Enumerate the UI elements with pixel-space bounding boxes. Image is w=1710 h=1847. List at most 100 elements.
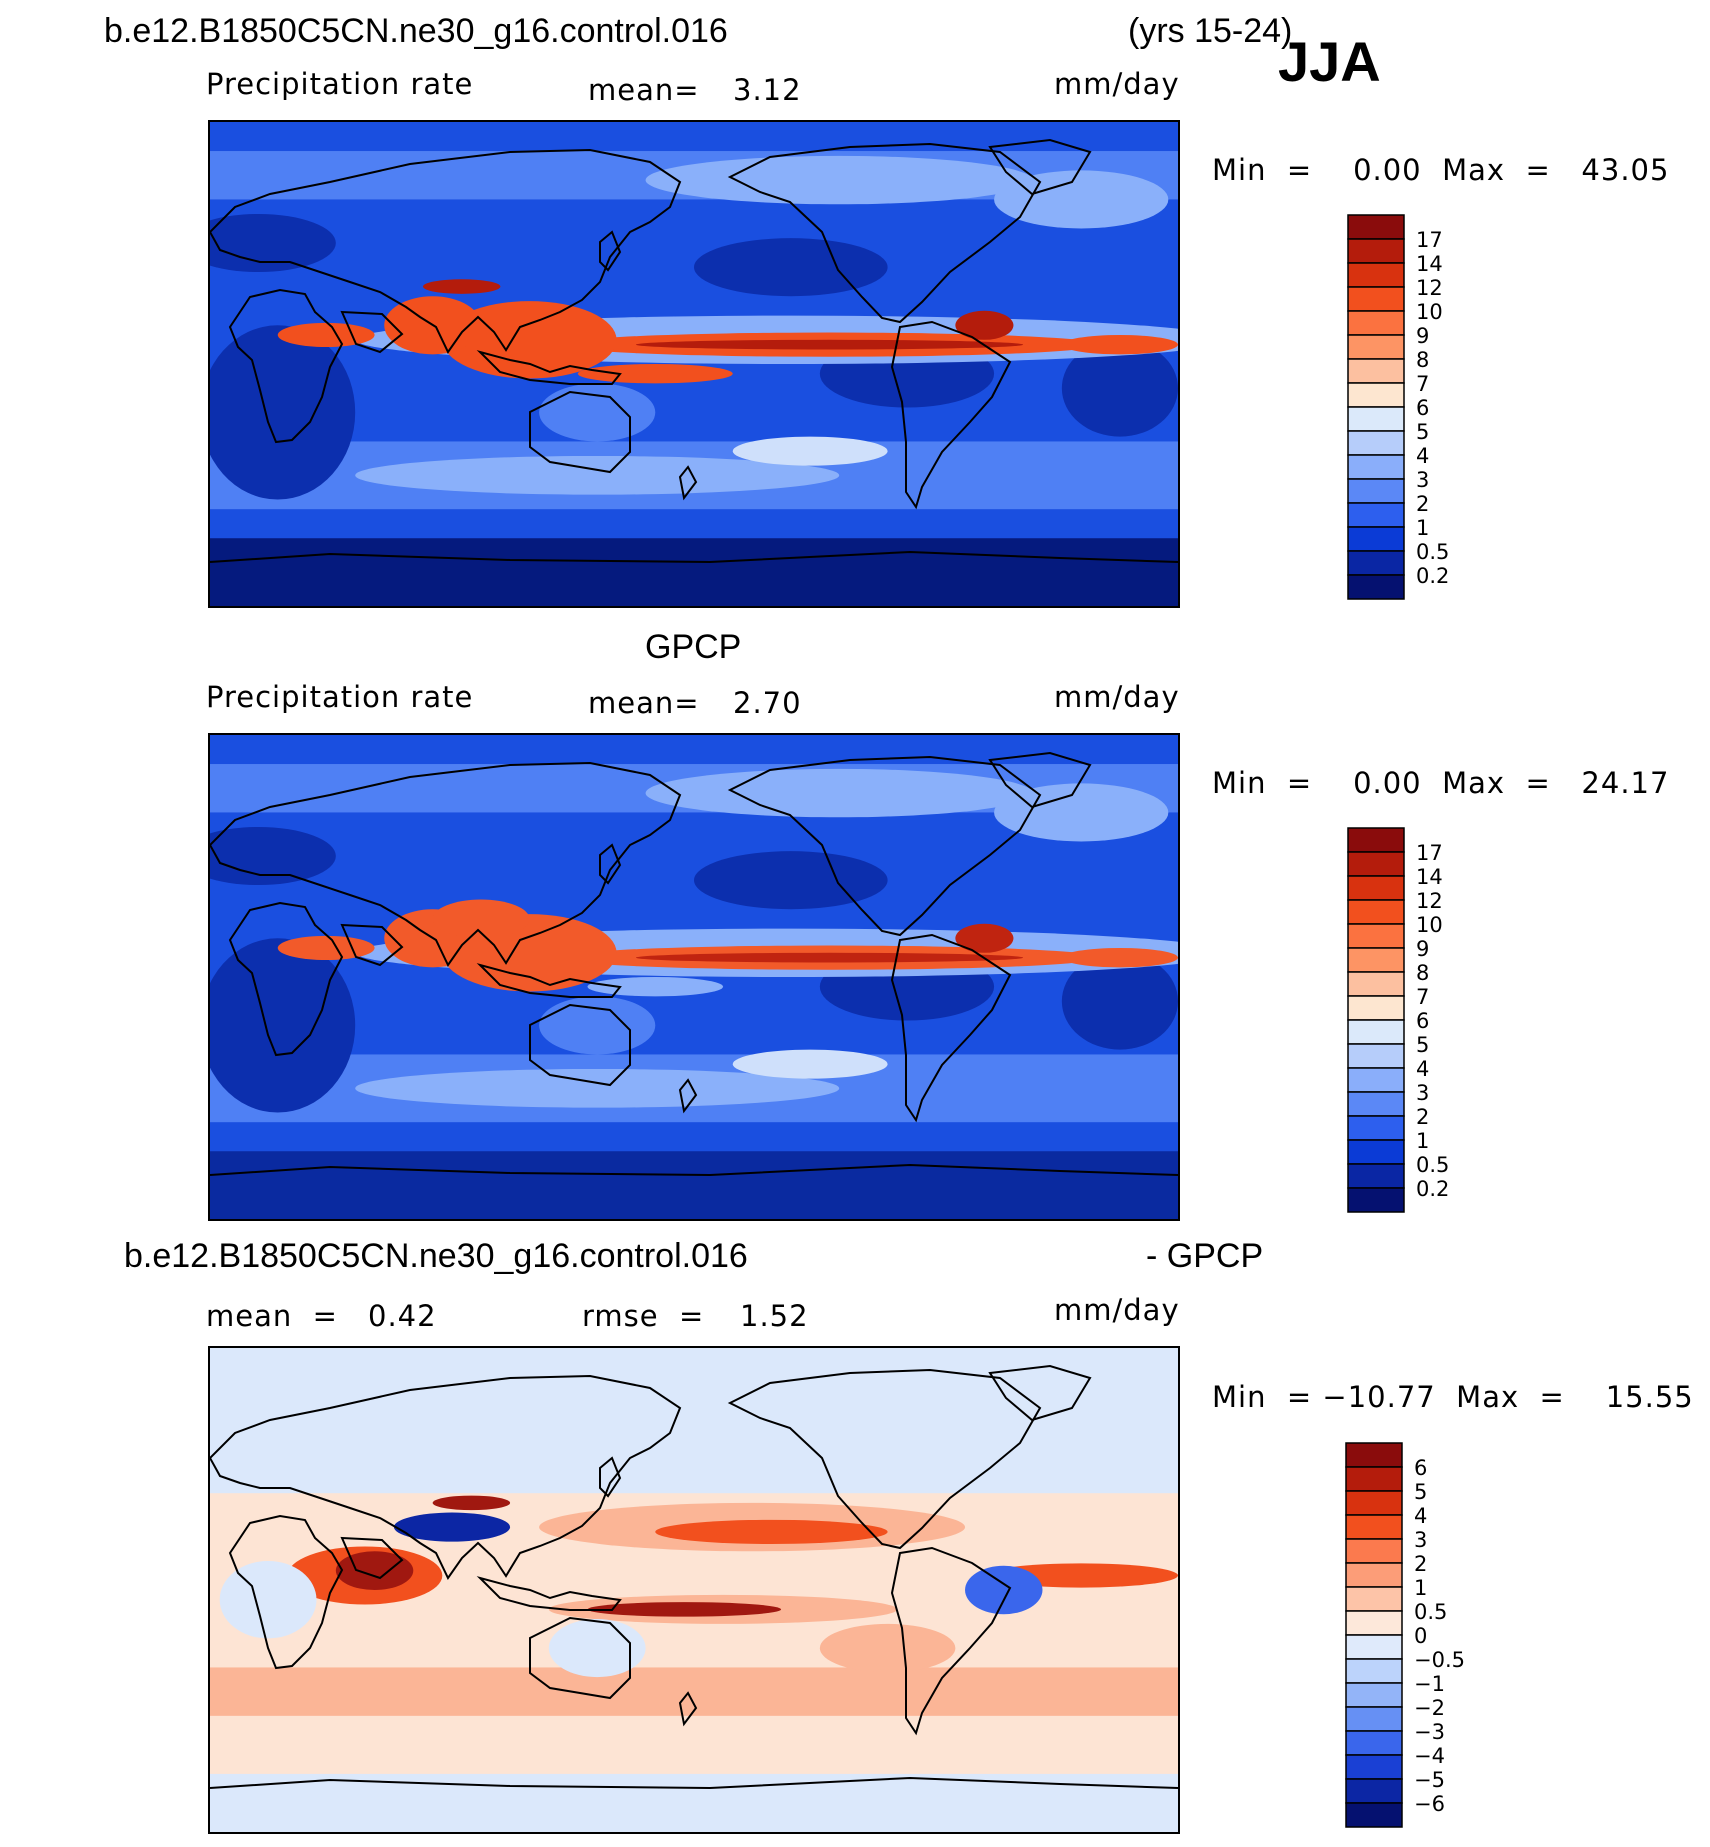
colorbar-swatch [1345,1682,1403,1708]
panel3-title-case: b.e12.B1850C5CN.ne30_g16.control.016 [124,1237,748,1275]
colorbar-tick-label: 17 [1416,841,1443,865]
colorbar-tick-label: 9 [1416,937,1429,961]
colorbar-tick-label: 8 [1416,961,1429,985]
coastline [988,138,1092,196]
south-africa-dry [210,325,356,500]
colorbar-swatch [1345,1802,1403,1828]
colorbar-tick-label: 3 [1414,1528,1427,1552]
map-svg [210,735,1178,1219]
colorbar-swatch [1347,1187,1405,1213]
colorbar-swatch [1347,238,1405,264]
central-america-max [955,310,1014,340]
case-title: b.e12.B1850C5CN.ne30_g16.control.016 [104,12,728,50]
coastline [228,1514,344,1670]
himalaya-core [432,1495,511,1511]
colorbar-swatch [1347,947,1405,973]
panel1-variable: Precipitation rate [206,67,474,101]
season-label: JJA [1278,30,1381,93]
panel1-minmax: Min = 0.00 Max = 43.05 [1212,153,1670,187]
colorbar-swatch [1345,1730,1403,1756]
colorbar-tick-label: −3 [1414,1720,1445,1744]
coastline [210,761,682,967]
colorbar-tick-label: 9 [1416,324,1429,348]
colorbar-swatch [1347,1139,1405,1165]
sh-storm-track-core [355,1068,840,1108]
colorbar-tick-label: 2 [1416,1105,1429,1129]
panel2-minmax: Min = 0.00 Max = 24.17 [1212,766,1670,800]
arabian-sea-core [335,1551,414,1590]
colorbar-tick-label: 1 [1414,1576,1427,1600]
panel2-variable: Precipitation rate [206,680,474,714]
colorbar-swatch [1347,382,1405,408]
colorbar-swatch [1347,1067,1405,1093]
s-atlantic-dry [1061,339,1178,437]
colorbar-tick-label: 5 [1414,1480,1427,1504]
panel2-colorbar: 17 14 12 10 9 8 7 6 5 4 3 2 1 0.5 0.2 [1347,827,1488,1221]
coastline [599,230,622,272]
itcz-core [635,952,1024,963]
colorbar-tick-label: 1 [1416,516,1429,540]
colorbar-tick-label: 6 [1416,396,1429,420]
colorbar-swatch [1347,430,1405,456]
itcz-atlantic [1061,947,1178,968]
panel3-units: mm/day [1054,1293,1180,1327]
panel2-mean-label: mean= [588,686,700,720]
sh-pacific-max [732,1049,888,1079]
coastline [210,148,682,354]
spcz-core [587,1602,782,1617]
colorbar-tick-label: 6 [1414,1456,1427,1480]
coastline [599,843,622,885]
colorbar-swatch [1347,574,1405,600]
spcz [587,977,724,997]
coastline [678,465,698,501]
colorbar-swatch [1347,334,1405,360]
colorbar-tick-label: 7 [1416,985,1429,1009]
coastline [340,923,404,967]
nh-pacific-storm-track [645,155,1033,205]
colorbar-tick-label: 12 [1416,276,1443,300]
colorbar-swatch [1345,1466,1403,1492]
colorbar-swatch [1345,1634,1403,1660]
colorbar-swatch [1347,1091,1405,1117]
colorbar-swatch [1345,1778,1403,1804]
panel2-units: mm/day [1054,680,1180,714]
antarctic-cool [210,1773,1178,1832]
colorbar-swatch [1345,1538,1403,1564]
map-svg [210,1348,1178,1832]
colorbar-tick-label: −6 [1414,1792,1445,1816]
colorbar-tick-label: 2 [1416,492,1429,516]
coastline [476,350,622,385]
colorbar-swatch [1347,214,1405,240]
colorbar-tick-label: 8 [1416,348,1429,372]
colorbar-tick-label: 0.5 [1416,540,1449,564]
coastline [890,1546,1012,1736]
colorbar-tick-label: 0.5 [1416,1153,1449,1177]
panel3-rmse-label: rmse = [582,1299,705,1333]
colorbar-swatch [1347,1043,1405,1069]
colorbar-swatch [1347,1115,1405,1141]
central-america-max [955,923,1014,953]
coastline [210,1374,682,1580]
sh-storm-track-core [355,455,840,495]
panel3-mean-label: mean = [206,1299,338,1333]
coastline [228,901,344,1057]
n-pacific-hot [655,1519,888,1545]
colorbar-swatch [1347,358,1405,384]
colorbar-tick-label: 10 [1416,300,1443,324]
colorbar-tick-label: 4 [1416,444,1429,468]
panel1-mean-value: 3.12 [733,73,802,107]
colorbar-tick-label: 0 [1414,1624,1427,1648]
south-africa-dry [210,938,356,1113]
coastline [228,288,344,444]
model-precip-map [208,120,1180,608]
panel1-colorbar: 17 14 12 10 9 8 7 6 5 4 3 2 1 0.5 0.2 [1347,214,1488,608]
australia [539,996,656,1055]
coastline [529,1616,631,1700]
panel3-rmse-value: 1.52 [740,1299,809,1333]
colorbar-tick-label: −2 [1414,1696,1445,1720]
colorbar-tick-label: 3 [1416,1081,1429,1105]
colorbar-tick-label: 5 [1416,1033,1429,1057]
colorbar-swatch [1347,827,1405,853]
colorbar-swatch [1347,1163,1405,1189]
colorbar-swatch [1347,310,1405,336]
